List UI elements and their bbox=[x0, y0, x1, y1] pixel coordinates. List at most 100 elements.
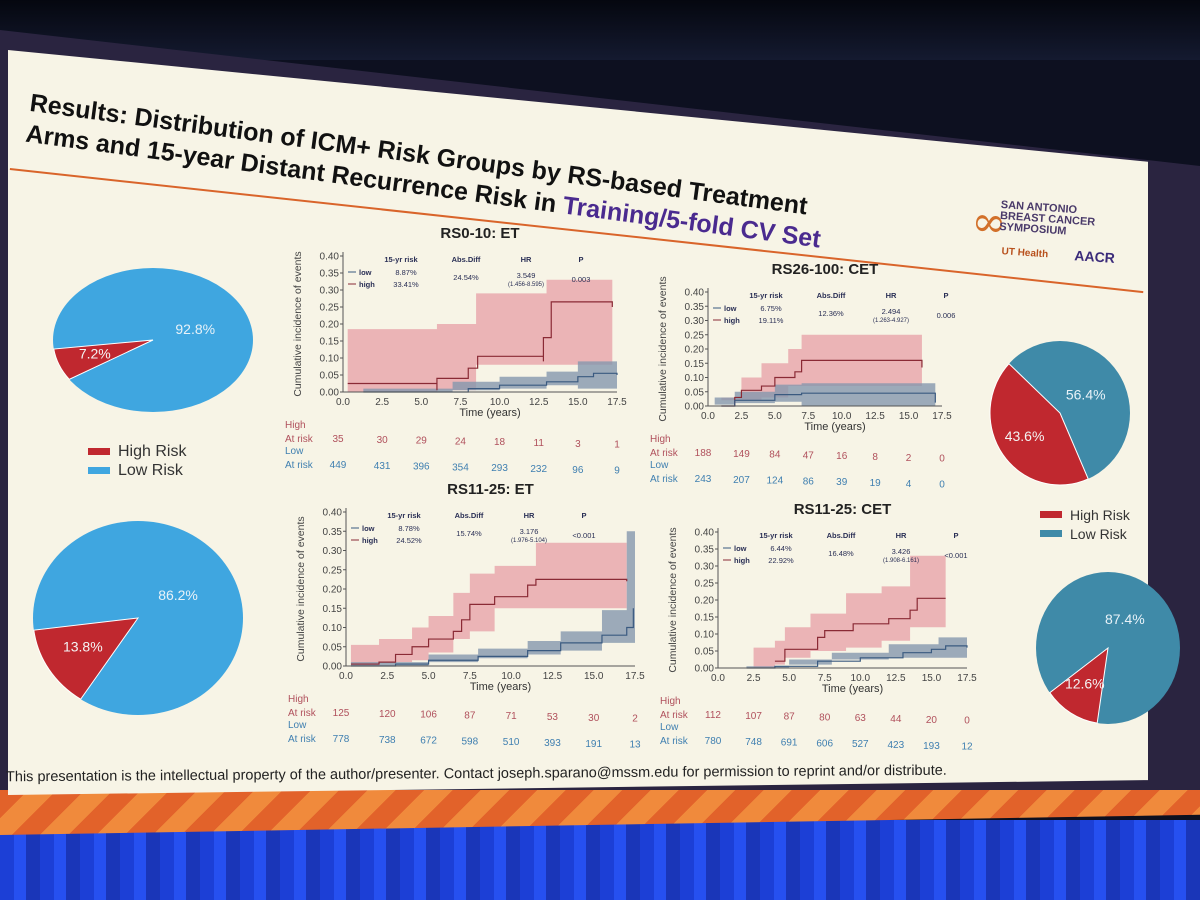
stat-hr-ci: (1.908-6.161) bbox=[883, 558, 919, 564]
at-risk-low-row-label: At risk bbox=[660, 736, 689, 747]
y-tick-label: 0.10 bbox=[320, 354, 340, 365]
x-tick-label: 2.5 bbox=[734, 411, 748, 422]
legend-swatch bbox=[1040, 511, 1062, 518]
legend-label-low: low bbox=[724, 304, 737, 313]
at-risk-high-count: 16 bbox=[836, 451, 848, 462]
legend-label-high: high bbox=[359, 280, 375, 289]
y-tick-label: 0.15 bbox=[320, 337, 340, 348]
at-risk-low-count: 449 bbox=[330, 460, 347, 471]
ci-band-low bbox=[746, 637, 967, 668]
stats-header: P bbox=[581, 511, 586, 520]
x-tick-label: 5.0 bbox=[782, 673, 796, 684]
stats-header: HR bbox=[886, 291, 897, 300]
legend-item-low: Low Risk bbox=[1040, 524, 1130, 543]
at-risk-low-count: 778 bbox=[333, 734, 350, 745]
x-tick-label: 12.5 bbox=[886, 673, 906, 684]
y-tick-label: 0.10 bbox=[685, 373, 705, 384]
pie-chart-rs26-100-cet: 43.6% 56.4% bbox=[989, 341, 1130, 486]
series-line-high bbox=[774, 597, 946, 662]
at-risk-low-count: 780 bbox=[705, 736, 722, 747]
pie-label-low-risk: 87.4% bbox=[1105, 611, 1145, 627]
pie-label-high-risk: 43.6% bbox=[1005, 428, 1045, 444]
y-tick-label: 0.35 bbox=[695, 545, 715, 556]
pie-chart-rs11-25-cet: 12.6% 87.4% bbox=[1036, 572, 1180, 724]
x-tick-label: 12.5 bbox=[865, 411, 885, 422]
x-tick-label: 0.0 bbox=[711, 673, 725, 684]
at-risk-low-row-label: At risk bbox=[285, 460, 314, 471]
y-tick-label: 0.30 bbox=[685, 316, 705, 327]
pie-slice-high-risk bbox=[53, 339, 154, 380]
stat-hr: 2.494 bbox=[882, 307, 901, 316]
y-axis-label: Cumulative incidence of events bbox=[292, 251, 304, 396]
at-risk-low-count: 431 bbox=[374, 461, 391, 472]
at-risk-low-count: 510 bbox=[503, 737, 520, 748]
legend-label-low: low bbox=[362, 524, 375, 533]
y-tick-label: 0.10 bbox=[323, 623, 343, 634]
at-risk-low-count: 191 bbox=[585, 739, 602, 750]
at-risk-high-count: 106 bbox=[420, 710, 437, 721]
at-risk-low-count: 606 bbox=[816, 738, 833, 749]
at-risk-low-count: 672 bbox=[420, 736, 437, 747]
stat-abs-diff: 16.48% bbox=[828, 549, 854, 558]
x-tick-label: 0.0 bbox=[339, 671, 353, 682]
y-tick-label: 0.05 bbox=[685, 387, 705, 398]
ci-band-high bbox=[347, 279, 613, 392]
at-risk-high-count: 53 bbox=[547, 712, 559, 723]
at-risk-high-count: 47 bbox=[803, 450, 815, 461]
y-axis-label: Cumulative incidence of events bbox=[295, 516, 307, 661]
series-line-low bbox=[746, 645, 968, 669]
y-tick-label: 0.10 bbox=[695, 630, 715, 641]
x-tick-label: 0.0 bbox=[701, 411, 715, 422]
stats-header: HR bbox=[524, 511, 535, 520]
at-risk-high-count: 87 bbox=[464, 710, 476, 721]
y-tick-label: 0.05 bbox=[695, 647, 715, 658]
x-tick-label: 7.5 bbox=[453, 397, 467, 408]
legend-label: Low Risk bbox=[118, 461, 183, 479]
stat-hr-ci: (1.263-4.927) bbox=[873, 318, 909, 324]
at-risk-low-count: 0 bbox=[939, 480, 945, 491]
at-risk-low-count: 243 bbox=[695, 474, 712, 485]
at-risk-low-count: 393 bbox=[544, 738, 561, 749]
x-axis-label: Time (years) bbox=[470, 681, 531, 693]
at-risk-high-count: 120 bbox=[379, 709, 396, 720]
stats-header: HR bbox=[896, 531, 907, 540]
logo-name: SAN ANTONIO BREAST CANCER SYMPOSIUM bbox=[998, 198, 1096, 238]
at-risk-low-count: 423 bbox=[888, 740, 905, 751]
at-risk-low-count: 598 bbox=[462, 736, 479, 747]
at-risk-low-count: 86 bbox=[803, 476, 815, 487]
x-tick-label: 10.0 bbox=[851, 673, 871, 684]
stage-curtain bbox=[0, 820, 1200, 900]
x-tick-label: 0.0 bbox=[336, 397, 350, 408]
at-risk-high-count: 107 bbox=[745, 711, 762, 722]
stats-header: 15-yr risk bbox=[384, 255, 418, 264]
x-tick-label: 15.0 bbox=[568, 397, 588, 408]
legend-item-high: High Risk bbox=[1040, 505, 1130, 524]
logo-aacr: AACR bbox=[1073, 247, 1116, 267]
at-risk-low-row-label: At risk bbox=[288, 734, 317, 745]
at-risk-low-count: 12 bbox=[961, 742, 973, 753]
at-risk-low-count: 96 bbox=[572, 465, 584, 476]
at-risk-low-count: 4 bbox=[906, 479, 912, 490]
at-risk-low-count: 354 bbox=[452, 462, 469, 473]
stat-15yr-risk-low: 6.75% bbox=[760, 304, 782, 313]
at-risk-high-count: 80 bbox=[819, 712, 831, 723]
stat-abs-diff: 24.54% bbox=[453, 273, 479, 282]
at-risk-high-count: 44 bbox=[890, 714, 902, 725]
at-risk-high-count: 2 bbox=[906, 453, 912, 464]
at-risk-high-count: 87 bbox=[784, 712, 796, 723]
series-line-low bbox=[350, 608, 634, 667]
stat-hr-ci: (1.456-8.595) bbox=[508, 282, 544, 288]
legend-label-low: low bbox=[734, 544, 747, 553]
x-tick-label: 7.5 bbox=[463, 671, 477, 682]
stats-header: P bbox=[578, 255, 583, 264]
y-tick-label: 0.25 bbox=[685, 330, 705, 341]
x-tick-label: 15.0 bbox=[922, 673, 942, 684]
legend-swatch bbox=[88, 467, 110, 474]
pie-label-low-risk: 92.8% bbox=[175, 321, 215, 337]
pie-slice-high-risk bbox=[989, 362, 1089, 486]
at-risk-high-count: 35 bbox=[332, 434, 344, 445]
pie-slice-high-risk bbox=[33, 617, 140, 700]
ci-band-low bbox=[350, 531, 635, 666]
stats-header: P bbox=[943, 291, 948, 300]
y-tick-label: 0.30 bbox=[323, 546, 343, 557]
